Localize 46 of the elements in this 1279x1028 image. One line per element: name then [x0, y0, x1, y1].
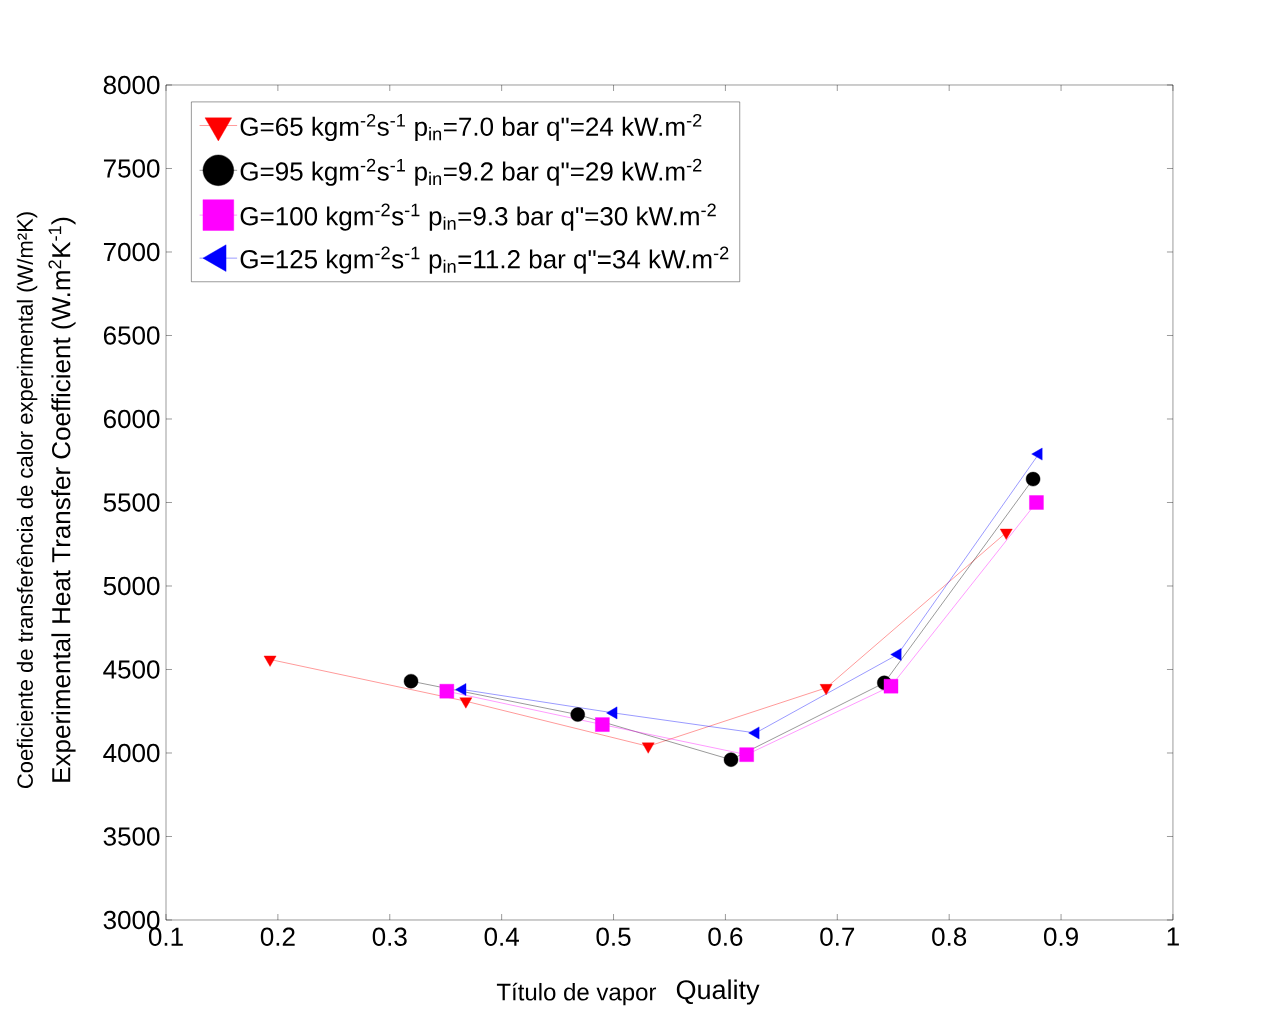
y-tick-label: 4500: [103, 660, 160, 679]
y-tick-label: 7000: [103, 242, 160, 262]
y-tick-label: 6000: [103, 409, 160, 429]
point: [890, 648, 902, 661]
y-tick-label: 3500: [103, 827, 160, 846]
x-tick-label: 0.6: [708, 927, 743, 946]
x-axis-title: Título de vapor: [496, 982, 657, 1006]
y-tick-label: 4000: [103, 743, 160, 763]
text: Experimental Heat Transfer Coefficient (W.m$^{2}$K$^{-1}$): [48, 217, 76, 782]
point: [883, 679, 899, 694]
x-tick-label: 0.8: [932, 927, 967, 946]
point: [1029, 495, 1044, 510]
x-tick-label: 0.5: [596, 927, 631, 946]
x-tick-label: 0.7: [820, 927, 855, 946]
point: [263, 655, 277, 667]
x-tick-label: 0.3: [372, 927, 407, 946]
x-tick-label: 1: [1167, 927, 1179, 946]
y-tick-label: 5000: [103, 576, 160, 596]
x-tick-label: 0.9: [1044, 927, 1078, 946]
y-tick-label: 5500: [103, 493, 160, 512]
y-axis-title: Coeficiente de transferência de calor experimental (W/m²K): [16, 212, 38, 789]
legend-label: G=100 kgm$^{-2}$s$^{-1}$ p$_{in}$=9.3 bar q"=30 kW.m$^{-2}$: [240, 203, 716, 231]
point: [403, 673, 419, 689]
point: [999, 528, 1013, 540]
legend-label: G=95 kgm$^{-2}$s$^{-1}$ p$_{in}$=9.2 bar q"=29 kW.m$^{-2}$: [240, 158, 702, 186]
point: [819, 684, 833, 696]
point: [439, 684, 455, 699]
point: [570, 707, 585, 722]
point: [1025, 471, 1041, 487]
point: [455, 683, 467, 696]
legend-label: G=125 kgm$^{-2}$s$^{-1}$ p$_{in}$=11.2 bar q"=34 kW.m$^{-2}$: [240, 246, 729, 274]
text: Quality: [676, 979, 760, 1005]
point: [748, 726, 760, 740]
y-tick-label: 8000: [103, 75, 160, 95]
point: [739, 747, 754, 762]
point: [641, 742, 655, 754]
point: [723, 752, 739, 767]
point: [459, 697, 473, 709]
y-tick-label: 6500: [103, 326, 160, 345]
x-tick-label: 0.4: [484, 927, 519, 946]
y-tick-label: 7500: [103, 159, 160, 178]
point: [1031, 447, 1043, 461]
point: [595, 717, 610, 732]
point: [606, 706, 618, 720]
x-tick-label: 0.2: [260, 927, 295, 946]
legend-label: G=65 kgm$^{-2}$s$^{-1}$ p$_{in}$=7.0 bar q"=24 kW.m$^{-2}$: [240, 113, 702, 142]
